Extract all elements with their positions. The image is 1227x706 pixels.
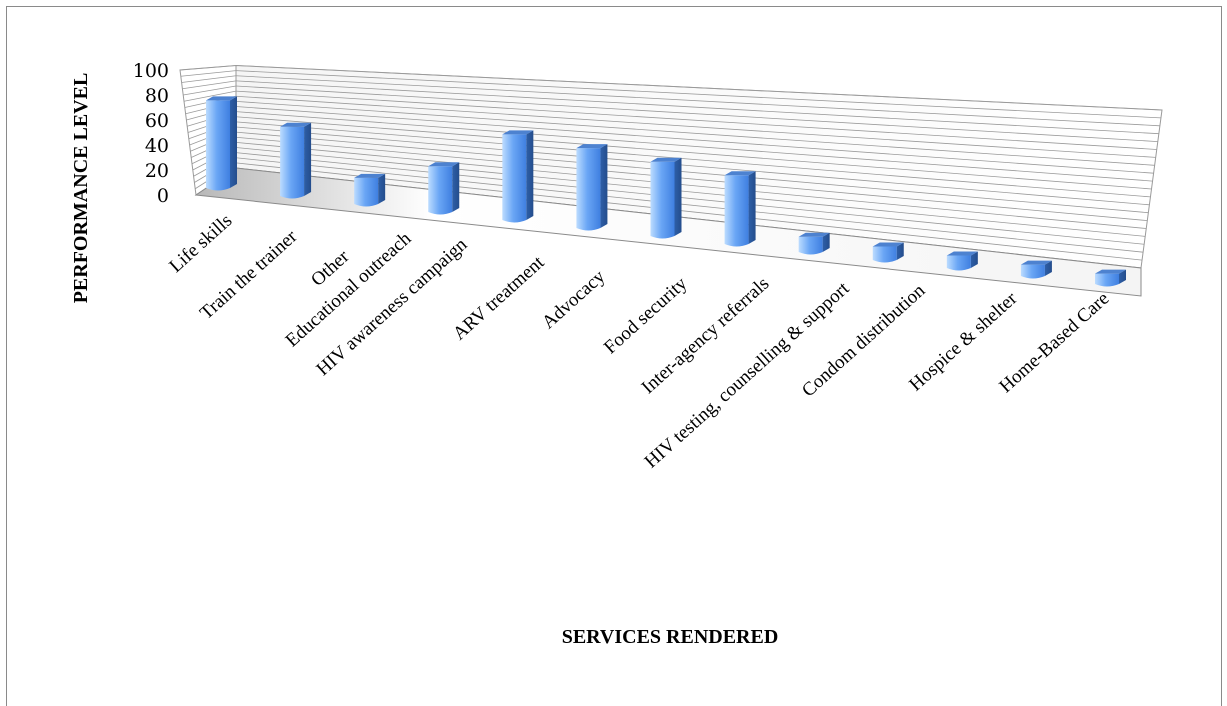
bar-top (502, 130, 534, 135)
bar-top (724, 171, 756, 176)
bar (798, 232, 830, 255)
bar (1020, 260, 1052, 279)
gridline (235, 157, 1144, 253)
bar (280, 122, 312, 199)
gridline (235, 70, 1161, 119)
gridline (235, 111, 1153, 182)
bar-side (748, 171, 756, 244)
bar-top (1095, 269, 1126, 274)
bar-top (280, 122, 312, 127)
bar (1095, 269, 1126, 287)
bar-front (872, 246, 897, 263)
bar-front (946, 255, 971, 271)
bar-top (576, 144, 608, 149)
bar-side (1119, 269, 1126, 284)
gridline (235, 141, 1147, 229)
bar (576, 144, 608, 231)
side-gridline (183, 90, 237, 102)
bar-front (206, 100, 230, 191)
y-tick-label: 20 (145, 160, 169, 182)
gridline (235, 131, 1149, 214)
bar-top (798, 232, 830, 237)
side-gridline (183, 85, 237, 96)
bar (650, 157, 682, 239)
category-label: ARV treatment (449, 252, 549, 345)
bar-side (822, 232, 830, 252)
side-gridline (179, 65, 237, 71)
bar-front (280, 126, 305, 199)
gridline (235, 95, 1156, 158)
bar-side (896, 242, 904, 260)
bar-top (428, 162, 460, 167)
x-axis-title: SERVICES RENDERED (562, 626, 779, 648)
side-gridline (180, 70, 237, 77)
bar-front (354, 177, 379, 207)
bar-top (872, 242, 904, 247)
bar (206, 96, 237, 191)
bar (872, 242, 904, 263)
bar (724, 171, 756, 247)
side-gridline (182, 80, 237, 90)
bar-front (1095, 273, 1119, 287)
gridline (235, 116, 1152, 190)
gridline (235, 136, 1148, 221)
bar-front (576, 148, 601, 231)
bar-front (502, 134, 527, 223)
gridline (235, 121, 1151, 198)
bar-side (1044, 260, 1052, 276)
y-axis-title: PERFORMANCE LEVEL (70, 73, 92, 304)
bar-front (798, 236, 823, 255)
bar (946, 251, 978, 271)
bar-front (650, 161, 675, 239)
y-tick-label: 100 (133, 60, 169, 82)
bar-top (946, 251, 978, 256)
bar-side (970, 251, 978, 268)
bar-side (674, 157, 682, 236)
bar-side (304, 122, 312, 196)
y-tick-label: 0 (157, 185, 169, 207)
bar-side (526, 130, 534, 220)
y-tick-label: 40 (145, 135, 169, 157)
bar (354, 173, 386, 207)
bar-front (724, 175, 749, 247)
bar-top (650, 157, 682, 162)
gridline (235, 126, 1150, 206)
bar (502, 130, 534, 223)
bar-top (354, 173, 386, 178)
gridline (235, 152, 1145, 245)
bar-top (1020, 260, 1052, 265)
bar-side (230, 96, 237, 188)
bar-side (600, 144, 608, 228)
category-label: Advocacy (538, 266, 610, 333)
bar-side (378, 173, 386, 204)
y-tick-label: 60 (145, 110, 169, 132)
y-tick-labels: 0 20 40 60 80 100 (133, 60, 169, 207)
gridline (235, 80, 1159, 135)
gridline (235, 106, 1154, 174)
gridline (235, 162, 1143, 261)
gridline (235, 90, 1157, 150)
bar-side (452, 162, 460, 212)
bar-top (206, 96, 237, 101)
category-label: Life skills (165, 210, 236, 277)
side-gridline (181, 75, 237, 83)
bars (206, 96, 1126, 287)
gridline (235, 85, 1158, 142)
gridline (235, 100, 1155, 166)
y-tick-label: 80 (145, 85, 169, 107)
gridline (235, 65, 1163, 111)
gridline (235, 147, 1146, 237)
bar-front (1020, 264, 1045, 279)
bar-front (428, 166, 453, 215)
gridline (235, 75, 1160, 127)
bar (428, 162, 460, 215)
